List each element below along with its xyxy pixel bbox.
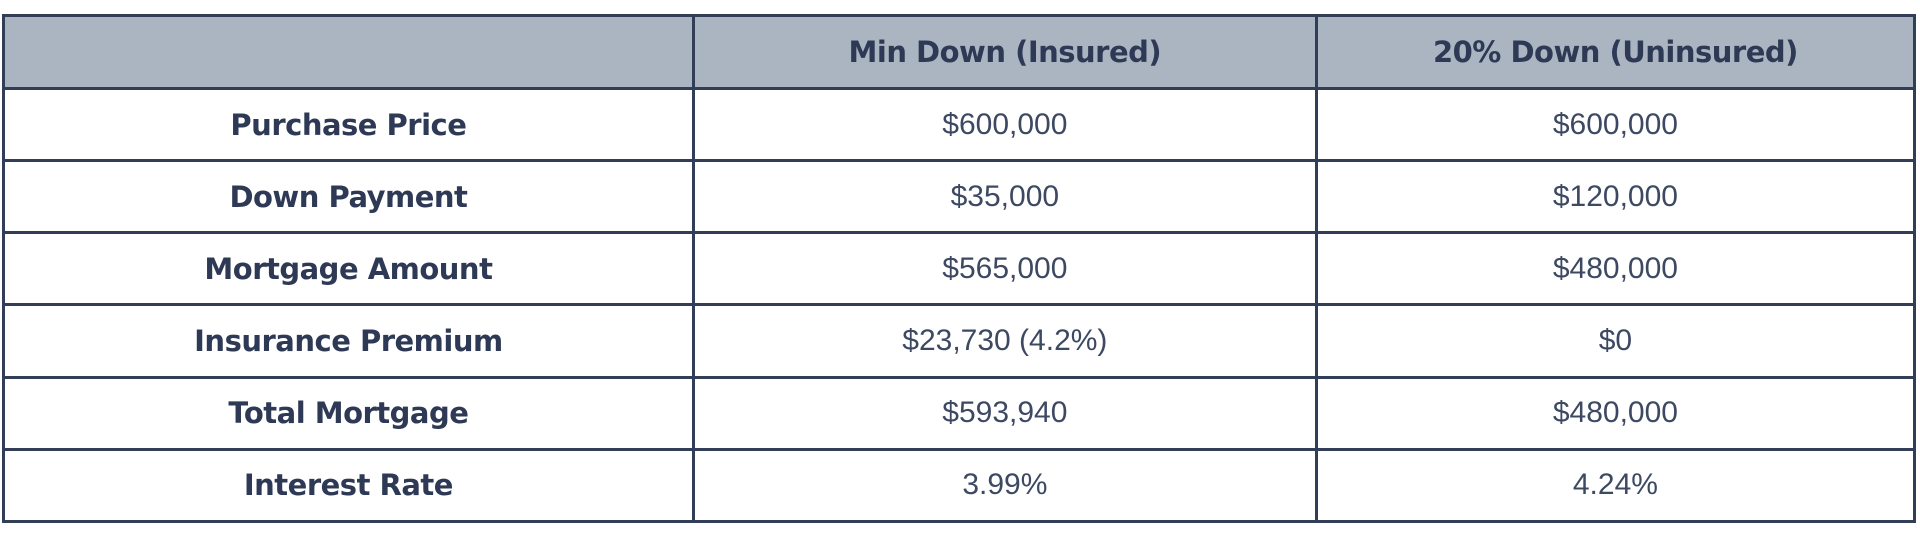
- row-value-uninsured: $480,000: [1314, 231, 1917, 307]
- row-label: Insurance Premium: [2, 303, 695, 379]
- row-label: Down Payment: [2, 159, 695, 235]
- table-row: Total Mortgage $593,940 $480,000: [2, 375, 1917, 451]
- row-value-uninsured: $480,000: [1314, 375, 1917, 451]
- table-header: Min Down (Insured) 20% Down (Uninsured): [2, 14, 1917, 90]
- table-row: Purchase Price $600,000 $600,000: [2, 86, 1917, 163]
- table-row: Interest Rate 3.99% 4.24%: [2, 447, 1917, 524]
- header-cell-empty: [2, 14, 695, 90]
- table-body: Purchase Price $600,000 $600,000 Down Payme…: [2, 86, 1917, 524]
- row-label: Mortgage Amount: [2, 231, 695, 307]
- row-value-insured: $593,940: [691, 375, 1318, 451]
- row-value-insured: $600,000: [691, 86, 1318, 163]
- row-value-insured: $565,000: [691, 231, 1318, 307]
- row-label: Total Mortgage: [2, 375, 695, 451]
- table-row: Down Payment $35,000 $120,000: [2, 159, 1917, 235]
- row-value-insured: 3.99%: [691, 447, 1318, 524]
- row-value-uninsured: $600,000: [1314, 86, 1917, 163]
- row-value-insured: $23,730 (4.2%): [691, 303, 1318, 379]
- header-row: Min Down (Insured) 20% Down (Uninsured): [2, 14, 1917, 90]
- row-value-uninsured: $120,000: [1314, 159, 1917, 235]
- row-label: Interest Rate: [2, 447, 695, 524]
- header-cell-min-down-insured: Min Down (Insured): [691, 14, 1318, 90]
- row-value-insured: $35,000: [691, 159, 1318, 235]
- row-value-uninsured: 4.24%: [1314, 447, 1917, 524]
- table-row: Mortgage Amount $565,000 $480,000: [2, 231, 1917, 307]
- row-label: Purchase Price: [2, 86, 695, 163]
- header-cell-20-down-uninsured: 20% Down (Uninsured): [1314, 14, 1917, 90]
- table-row: Insurance Premium $23,730 (4.2%) $0: [2, 303, 1917, 379]
- mortgage-comparison-table: Min Down (Insured) 20% Down (Uninsured) …: [2, 14, 1917, 524]
- row-value-uninsured: $0: [1314, 303, 1917, 379]
